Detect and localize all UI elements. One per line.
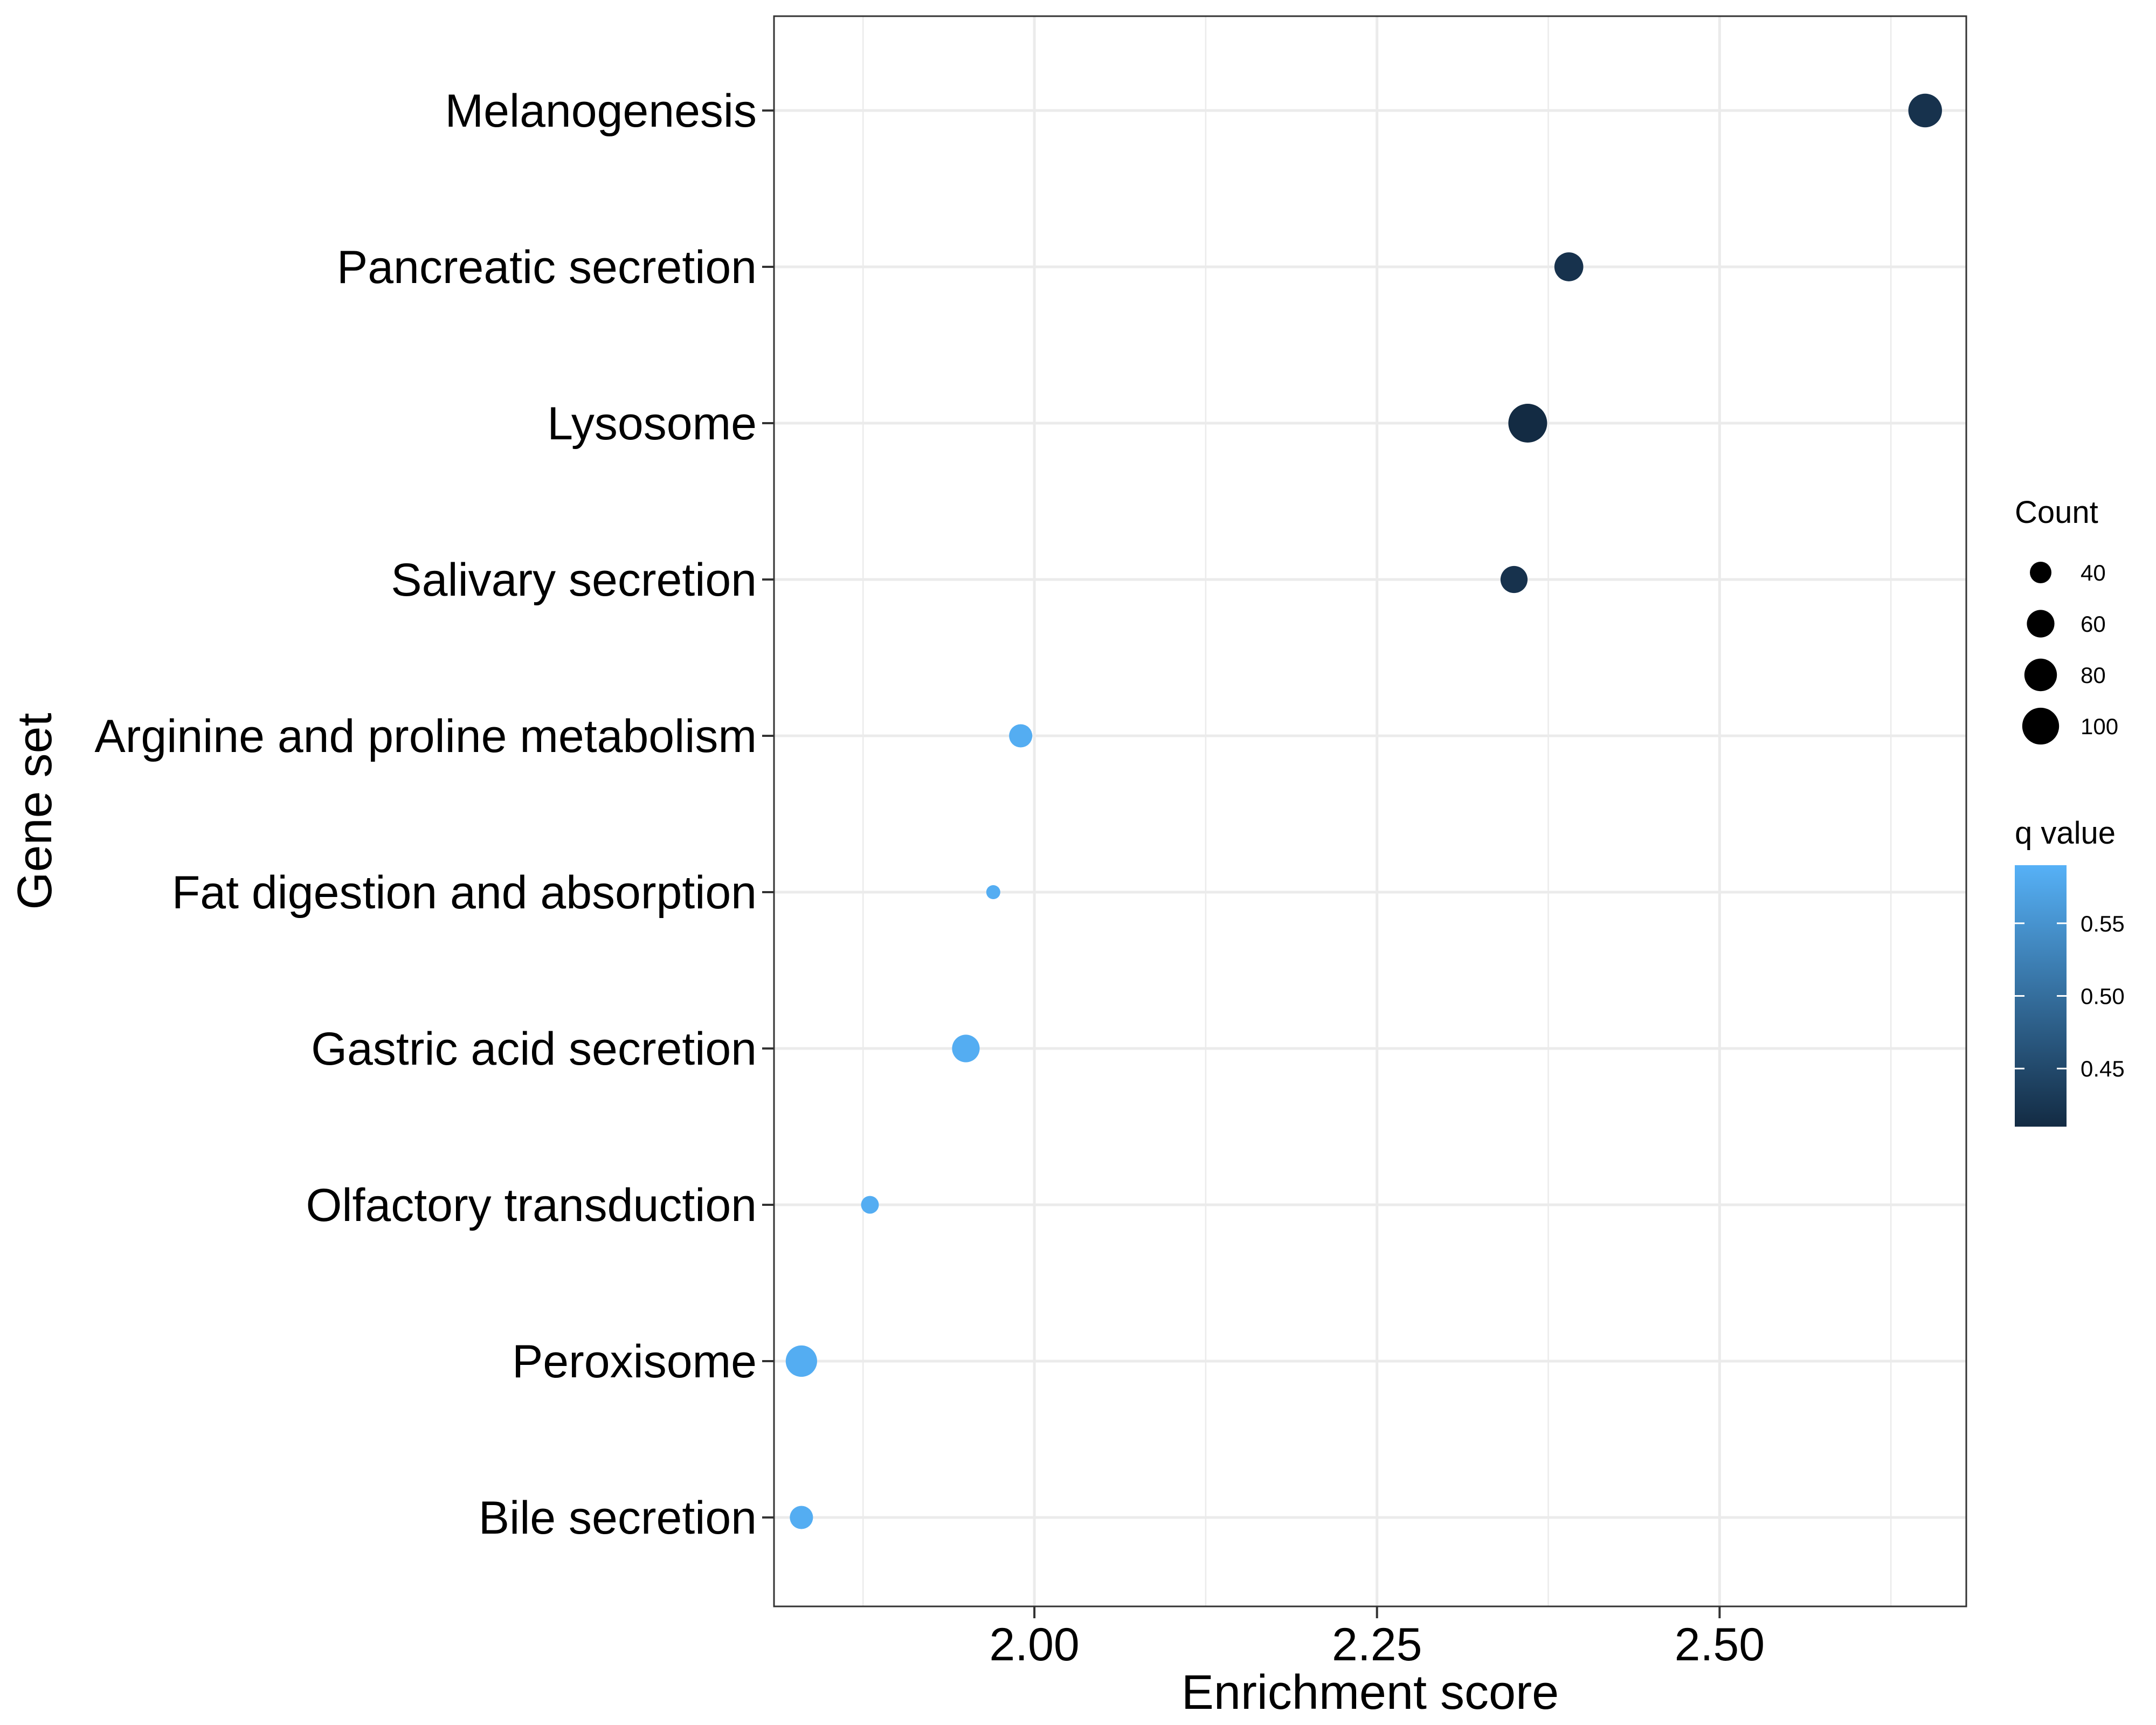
y-tick-label: Gastric acid secretion	[311, 1023, 757, 1075]
grid-lines	[774, 16, 1966, 1606]
size-legend-dot	[2022, 707, 2060, 745]
data-point	[861, 1196, 879, 1214]
data-point	[1908, 93, 1942, 128]
legend: Count 40 60 80 100 q value 0.45 0.50 0.55	[2015, 495, 2125, 1127]
data-points	[785, 93, 1942, 1529]
size-legend-title: Count	[2015, 495, 2098, 530]
y-axis-title: Gene set	[8, 713, 62, 909]
size-legend-dot	[2024, 658, 2057, 692]
y-tick-label: Melanogenesis	[445, 85, 757, 137]
color-legend-title: q value	[2015, 816, 2116, 851]
x-tick-label: 2.25	[1332, 1619, 1422, 1671]
size-legend-label: 60	[2081, 611, 2106, 637]
data-point	[1554, 252, 1584, 281]
data-point	[986, 885, 1000, 900]
color-legend-label: 0.50	[2081, 984, 2125, 1009]
size-legend-label: 100	[2081, 714, 2118, 739]
y-tick-label: Lysosome	[547, 398, 757, 450]
size-legend-items: 40 60 80 100	[2022, 560, 2118, 745]
size-legend-dot	[2030, 562, 2051, 583]
y-tick-label: Olfactory transduction	[306, 1179, 757, 1231]
x-axis-title: Enrichment score	[1181, 1666, 1559, 1720]
x-tick-label: 2.00	[989, 1619, 1079, 1671]
y-axis: Melanogenesis Pancreatic secretion Lysosom…	[94, 85, 774, 1544]
size-legend-label: 80	[2081, 663, 2106, 688]
color-legend-label: 0.55	[2081, 911, 2125, 936]
color-legend-label: 0.45	[2081, 1056, 2125, 1081]
y-tick-label: Peroxisome	[512, 1336, 757, 1388]
data-point	[1508, 404, 1547, 443]
size-legend-dot	[2027, 610, 2055, 638]
size-legend-label: 40	[2081, 560, 2106, 585]
panel-border	[773, 15, 1967, 1607]
y-tick-label: Fat digestion and absorption	[172, 867, 757, 919]
data-point	[1009, 724, 1033, 748]
y-tick-label: Bile secretion	[479, 1492, 757, 1544]
y-tick-label: Arginine and proline metabolism	[94, 710, 757, 762]
data-point	[952, 1034, 980, 1062]
plot-panel	[773, 15, 1967, 1607]
color-legend-ticks: 0.45 0.50 0.55	[2015, 911, 2125, 1081]
y-tick-label: Pancreatic secretion	[337, 242, 757, 293]
data-point	[785, 1345, 817, 1377]
y-tick-label: Salivary secretion	[391, 554, 757, 606]
data-point	[790, 1506, 813, 1529]
x-axis: 2.00 2.25 2.50	[989, 1606, 1765, 1671]
data-point	[1500, 565, 1528, 594]
x-tick-label: 2.50	[1675, 1619, 1765, 1671]
